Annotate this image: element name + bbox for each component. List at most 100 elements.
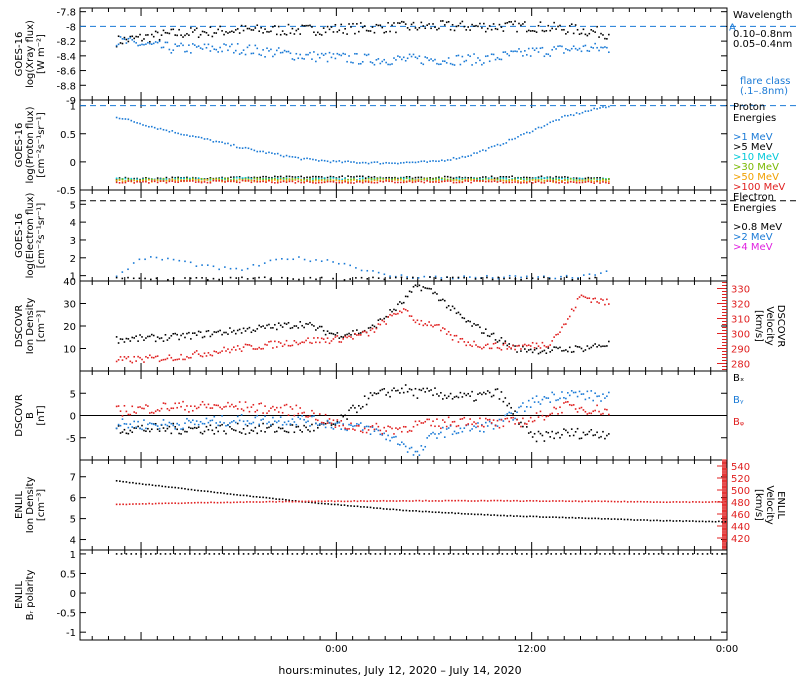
data-point <box>289 32 292 34</box>
data-point <box>443 160 446 162</box>
data-point <box>320 34 323 36</box>
data-point <box>422 25 425 27</box>
data-point <box>115 427 118 430</box>
data-point <box>533 30 536 33</box>
data-point <box>291 176 294 178</box>
data-point <box>227 180 229 183</box>
data-point <box>118 179 121 181</box>
data-point <box>379 500 382 502</box>
data-point <box>369 500 372 502</box>
data-point <box>235 267 238 270</box>
data-point <box>223 553 225 555</box>
data-point <box>215 48 218 51</box>
data-point <box>391 176 393 179</box>
data-point <box>287 50 290 53</box>
data-point <box>191 353 194 355</box>
data-point <box>535 499 538 502</box>
data-point <box>414 284 417 287</box>
data-point <box>441 511 443 514</box>
data-point <box>598 36 600 38</box>
data-point <box>429 160 431 163</box>
data-point <box>418 510 421 513</box>
data-point <box>268 500 271 503</box>
data-point <box>426 387 428 390</box>
data-point <box>309 415 311 417</box>
data-point <box>438 176 440 179</box>
data-point <box>313 337 315 339</box>
data-point <box>291 344 294 347</box>
data-point <box>141 428 143 431</box>
data-point <box>464 178 467 181</box>
data-point <box>252 553 255 555</box>
data-point <box>508 138 511 141</box>
data-point <box>481 393 483 396</box>
data-point <box>426 287 428 290</box>
data-point <box>457 424 460 427</box>
data-point <box>250 345 253 347</box>
data-point <box>404 295 407 298</box>
data-point <box>279 406 282 409</box>
x-axis-title: hours:minutes, July 12, 2020 – July 14, … <box>278 664 521 677</box>
data-point <box>215 180 218 182</box>
data-point <box>434 291 436 294</box>
data-point <box>524 21 526 23</box>
data-point <box>358 177 361 180</box>
data-point <box>477 57 479 59</box>
data-point <box>422 422 425 424</box>
data-point <box>443 175 446 178</box>
data-point <box>221 423 223 426</box>
data-point <box>582 409 585 411</box>
data-point <box>465 320 468 323</box>
data-point <box>195 420 198 422</box>
data-point <box>392 500 395 502</box>
data-point <box>584 179 587 181</box>
series-electron-2MeV <box>115 256 608 280</box>
data-point <box>570 351 573 353</box>
data-point <box>551 349 553 352</box>
data-point <box>191 177 194 180</box>
legend-entry: >2 MeV <box>733 232 773 243</box>
data-point <box>393 22 395 24</box>
data-point <box>285 499 287 501</box>
data-point <box>121 277 124 280</box>
data-point <box>127 178 130 181</box>
data-point <box>338 337 341 339</box>
data-point <box>177 502 180 505</box>
data-point <box>529 416 532 419</box>
data-point <box>389 30 391 33</box>
data-point <box>420 445 423 447</box>
legend-title: Electron <box>733 192 774 203</box>
data-point <box>512 515 515 517</box>
data-point <box>410 430 413 432</box>
data-point <box>365 431 368 434</box>
data-point <box>592 298 595 300</box>
data-point <box>504 340 507 342</box>
data-point <box>399 500 401 502</box>
data-point <box>341 161 344 164</box>
data-point <box>350 180 352 182</box>
data-point <box>519 500 522 502</box>
data-point <box>578 407 581 410</box>
data-point <box>411 161 414 164</box>
data-point <box>264 405 266 407</box>
data-point <box>125 337 128 340</box>
data-point <box>241 179 244 182</box>
data-point <box>539 47 542 50</box>
data-point <box>244 176 247 179</box>
data-point <box>561 177 563 180</box>
data-point <box>162 29 165 32</box>
data-point <box>332 179 335 182</box>
data-point <box>297 156 300 159</box>
data-point <box>233 346 235 349</box>
y-axis-label: ENLILBᵣ polarity <box>14 570 36 621</box>
data-point <box>356 329 358 331</box>
data-point <box>309 276 312 279</box>
data-point <box>565 429 567 432</box>
data-point <box>315 259 317 261</box>
data-point <box>375 59 378 61</box>
data-point <box>213 491 216 494</box>
data-point <box>608 433 610 435</box>
data-point <box>440 279 443 281</box>
data-point <box>605 181 607 184</box>
